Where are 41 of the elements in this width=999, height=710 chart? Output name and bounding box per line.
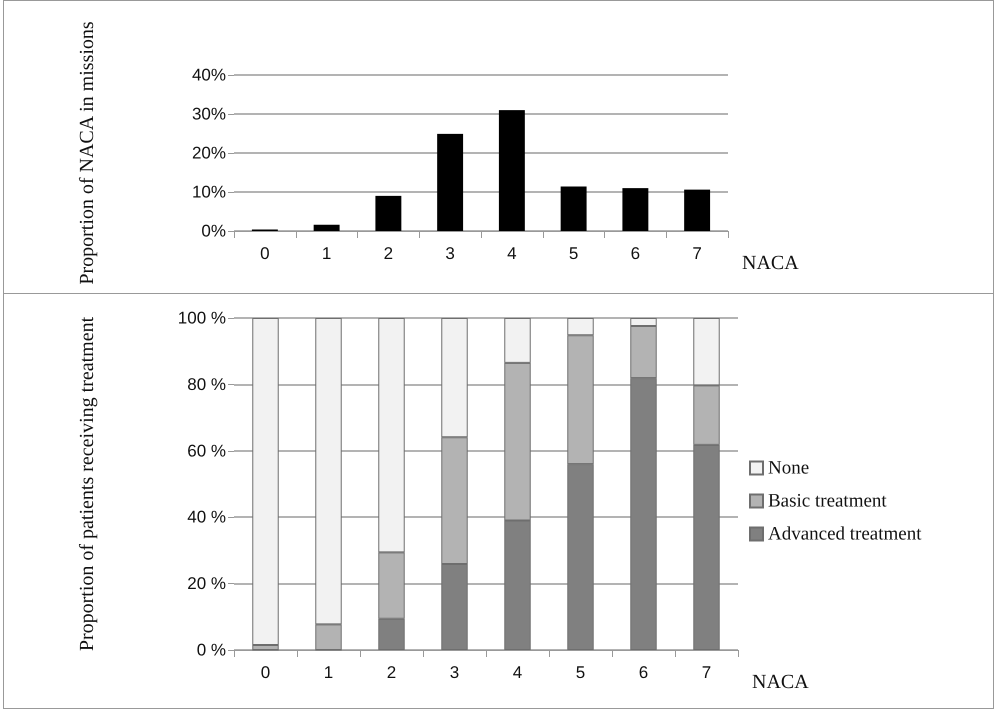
- x-tick-label: 7: [702, 663, 712, 682]
- y-axis-title: Proportion of patients receiving treatment: [76, 316, 98, 652]
- bar: [684, 190, 710, 231]
- x-axis-title: NACA: [752, 671, 810, 693]
- y-tick-label: 40%: [192, 66, 226, 84]
- legend-label: None: [768, 458, 810, 478]
- y-tick-label: 0 %: [196, 640, 226, 660]
- x-tick-label: 0: [260, 663, 270, 682]
- legend-label: Basic treatment: [768, 490, 888, 512]
- x-axis-title: NACA: [742, 252, 800, 274]
- x-tick-label: 4: [512, 663, 522, 682]
- x-tick-label: 2: [386, 663, 396, 682]
- x-tick-label: 7: [692, 244, 702, 263]
- x-tick-label: 6: [630, 244, 640, 263]
- bar: [314, 224, 340, 231]
- x-tick-label: 5: [568, 244, 578, 263]
- bar: [375, 196, 402, 231]
- x-tick-label: 4: [507, 244, 517, 263]
- bar: [560, 186, 587, 231]
- x-tick-label: 3: [445, 244, 455, 263]
- y-tick-label: 10%: [192, 182, 226, 202]
- x-tick-label: 1: [324, 663, 334, 682]
- x-tick-label: 3: [450, 663, 460, 682]
- y-axis-title: Proportion of NACA in missions: [76, 21, 98, 285]
- x-tick-label: 1: [322, 244, 332, 263]
- x-tick-label: 5: [576, 663, 586, 682]
- y-tick-label: 100 %: [178, 308, 226, 328]
- y-tick-label: 20%: [192, 144, 226, 162]
- y-tick-label: 60 %: [187, 441, 226, 460]
- x-tick-label: 0: [260, 244, 270, 263]
- x-tick-label: 2: [384, 244, 394, 263]
- y-tick-label: 20 %: [187, 574, 226, 594]
- bar: [498, 110, 525, 231]
- y-tick-label: 30%: [192, 104, 226, 124]
- x-tick-label: 6: [638, 663, 648, 682]
- y-tick-label: 40 %: [187, 508, 226, 527]
- y-tick-label: 80 %: [187, 374, 226, 394]
- legend-label: Advanced treatment: [768, 524, 922, 544]
- y-tick-label: 0%: [201, 222, 226, 240]
- bar: [622, 188, 648, 231]
- bar: [437, 134, 464, 231]
